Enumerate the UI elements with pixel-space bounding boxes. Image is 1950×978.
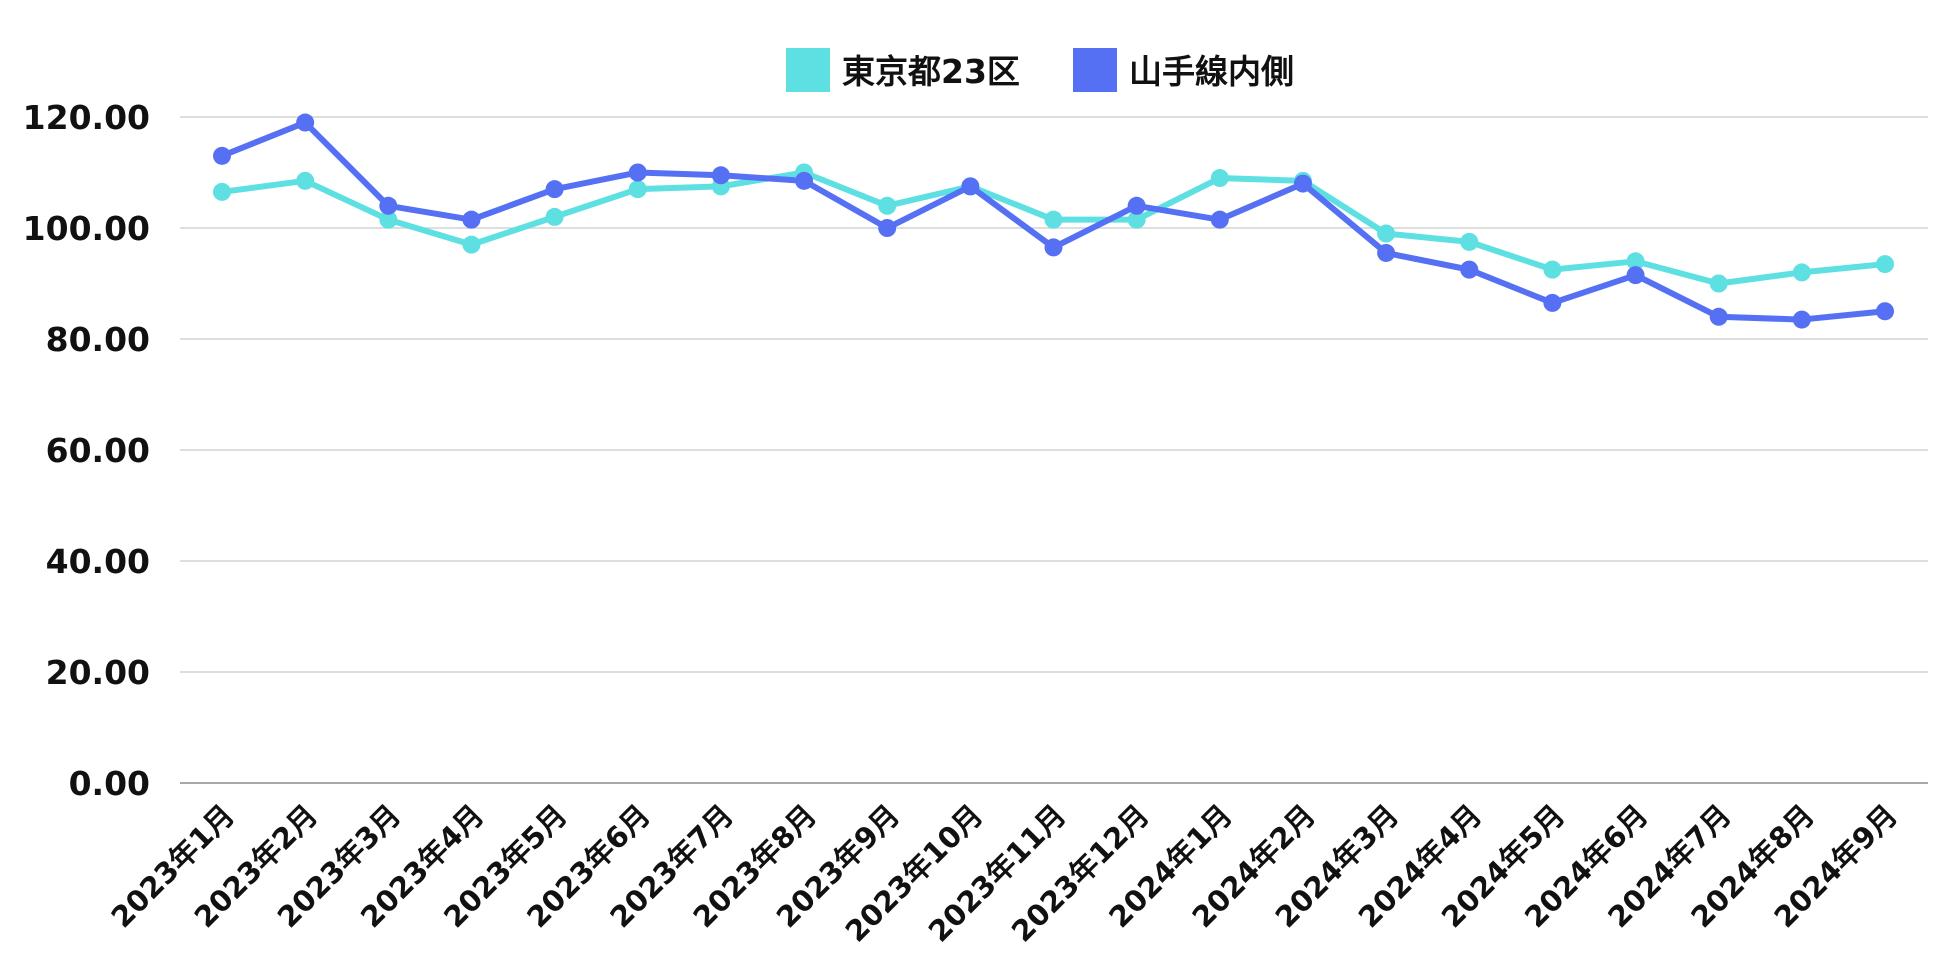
- series-lines: [213, 113, 1894, 329]
- y-tick-label: 100.00: [23, 209, 150, 248]
- data-point: [1044, 210, 1063, 229]
- data-point: [1293, 174, 1312, 193]
- data-point: [1127, 196, 1146, 215]
- x-axis-ticks: 2023年1月2023年2月2023年3月2023年4月2023年5月2023年…: [105, 798, 1904, 949]
- legend-swatch: [1073, 48, 1117, 92]
- data-point: [878, 196, 897, 215]
- y-tick-label: 60.00: [46, 431, 150, 470]
- data-point: [1460, 260, 1479, 279]
- data-point: [1792, 263, 1811, 282]
- y-tick-label: 40.00: [46, 542, 150, 581]
- data-point: [1210, 210, 1229, 229]
- data-point: [1876, 302, 1894, 321]
- legend-label: 山手線内側: [1129, 52, 1294, 91]
- data-point: [1792, 310, 1811, 329]
- data-point: [545, 180, 564, 199]
- data-point: [1127, 210, 1146, 229]
- data-point: [1709, 307, 1728, 326]
- data-point: [545, 207, 564, 226]
- data-point: [1377, 224, 1396, 243]
- legend-swatch: [786, 48, 830, 92]
- data-point: [1876, 255, 1894, 274]
- data-point: [1377, 243, 1396, 262]
- data-point: [379, 196, 398, 215]
- data-point: [628, 163, 647, 182]
- data-point: [628, 180, 647, 199]
- data-point: [296, 113, 315, 132]
- series-2: [213, 113, 1894, 329]
- data-point: [1210, 169, 1229, 188]
- data-point: [379, 210, 398, 229]
- data-point: [1543, 260, 1562, 279]
- data-point: [961, 177, 980, 196]
- data-point: [1044, 238, 1063, 257]
- data-point: [1626, 252, 1645, 271]
- data-point: [1460, 232, 1479, 251]
- data-point: [1709, 274, 1728, 293]
- y-tick-label: 80.00: [46, 320, 150, 359]
- y-tick-label: 120.00: [23, 98, 150, 137]
- legend-item: 東京都23区: [786, 48, 1020, 92]
- legend-item: 山手線内側: [1073, 48, 1294, 92]
- data-point: [462, 235, 481, 254]
- data-point: [213, 182, 231, 201]
- legend-label: 東京都23区: [842, 52, 1020, 91]
- data-point: [213, 146, 231, 165]
- data-point: [462, 210, 481, 229]
- data-point: [878, 219, 897, 237]
- y-tick-label: 20.00: [46, 653, 150, 692]
- legend: 東京都23区 山手線内側: [786, 48, 1294, 92]
- data-point: [1626, 266, 1645, 285]
- y-axis-ticks: 0.00 20.00 40.00 60.00 80.00 100.00 120.00: [23, 98, 150, 803]
- data-point: [296, 171, 315, 190]
- y-tick-label: 0.00: [69, 764, 150, 803]
- data-point: [795, 171, 814, 190]
- data-point: [711, 166, 730, 185]
- data-point: [1543, 293, 1562, 312]
